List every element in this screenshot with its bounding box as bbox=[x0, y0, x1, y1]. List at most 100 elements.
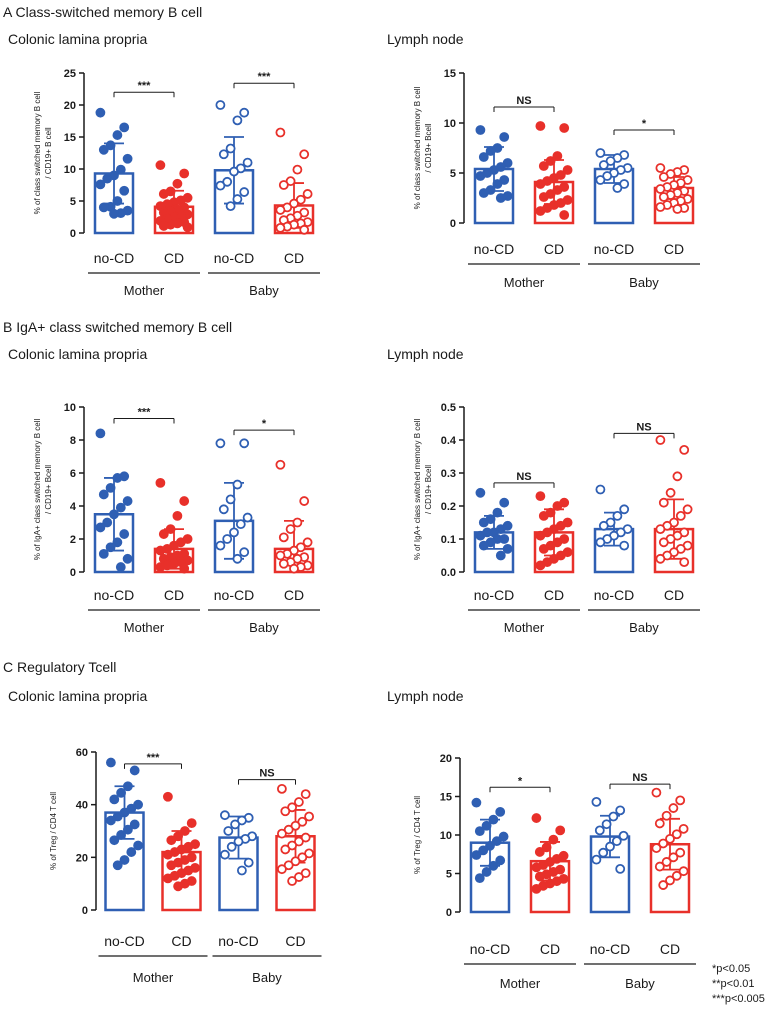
data-point bbox=[302, 189, 313, 199]
data-point bbox=[115, 562, 126, 572]
data-point bbox=[275, 205, 286, 215]
data-point bbox=[179, 496, 190, 506]
data-point bbox=[668, 803, 679, 813]
data-point bbox=[302, 537, 313, 548]
data-point bbox=[278, 180, 289, 190]
data-point bbox=[658, 497, 669, 508]
data-point bbox=[275, 459, 286, 470]
data-point bbox=[235, 519, 246, 530]
y-tick-label: 10 bbox=[64, 164, 76, 176]
data-point bbox=[304, 811, 315, 822]
section-b-title: B IgA+ class switched memory B cell bbox=[3, 319, 232, 335]
data-point bbox=[499, 132, 510, 142]
data-point bbox=[116, 830, 126, 840]
data-point bbox=[475, 125, 486, 135]
y-tick-label: 0.3 bbox=[441, 468, 456, 480]
y-tick-label: 20 bbox=[440, 753, 452, 765]
data-point bbox=[615, 863, 626, 874]
category-label: CD bbox=[284, 587, 304, 603]
data-point bbox=[215, 100, 226, 110]
data-point bbox=[106, 815, 116, 826]
data-point bbox=[222, 534, 233, 544]
data-point bbox=[675, 510, 686, 521]
category-label: CD bbox=[284, 250, 304, 266]
data-point bbox=[594, 825, 605, 836]
category-label: CD bbox=[544, 587, 564, 603]
y-tick-label: 6 bbox=[70, 468, 76, 480]
section-a-name: Class-switched memory B cell bbox=[15, 4, 203, 20]
group-label: Mother bbox=[504, 620, 545, 635]
data-point bbox=[655, 435, 666, 445]
data-point bbox=[548, 834, 559, 845]
data-point bbox=[242, 512, 253, 523]
data-point bbox=[105, 140, 116, 151]
data-point bbox=[595, 175, 606, 185]
data-point bbox=[126, 847, 137, 857]
data-point bbox=[495, 550, 506, 561]
data-point bbox=[475, 171, 486, 181]
data-point bbox=[668, 852, 679, 863]
data-point bbox=[651, 843, 662, 853]
data-point bbox=[481, 820, 492, 831]
data-point bbox=[595, 484, 606, 495]
data-point bbox=[280, 806, 291, 817]
data-point bbox=[275, 550, 286, 561]
data-point bbox=[158, 221, 169, 231]
data-point bbox=[665, 833, 675, 844]
legend-p01: **p<0.01 bbox=[712, 978, 755, 990]
data-point bbox=[531, 862, 542, 873]
chart-a-colon: 0 5 10 15 20 25 % of class switched memory B c… bbox=[33, 68, 320, 298]
data-point bbox=[675, 795, 686, 806]
data-point bbox=[292, 164, 303, 175]
data-point bbox=[133, 840, 144, 851]
data-point bbox=[173, 881, 184, 892]
data-point bbox=[672, 204, 683, 214]
data-point bbox=[239, 547, 250, 558]
data-point bbox=[478, 540, 489, 551]
data-point bbox=[223, 826, 234, 836]
data-point bbox=[471, 797, 482, 808]
data-point bbox=[293, 797, 304, 807]
data-point bbox=[475, 530, 486, 541]
data-point bbox=[112, 130, 123, 140]
significance-label: NS bbox=[636, 421, 651, 433]
data-point bbox=[162, 849, 173, 860]
y-tick-label: 0 bbox=[70, 228, 76, 240]
data-point bbox=[658, 192, 669, 202]
section-a-letter: A bbox=[3, 4, 12, 20]
tissue-title-c-lymph: Lymph node bbox=[387, 688, 464, 704]
category-label: no-CD bbox=[104, 933, 144, 949]
category-label: CD bbox=[660, 941, 680, 957]
significance-label: NS bbox=[259, 768, 274, 780]
category-label: no-CD bbox=[590, 941, 630, 957]
data-point bbox=[109, 208, 119, 219]
data-point bbox=[485, 146, 496, 156]
data-point bbox=[122, 496, 133, 506]
data-point bbox=[651, 787, 662, 798]
data-point bbox=[672, 471, 683, 482]
data-point bbox=[534, 847, 545, 857]
data-point bbox=[119, 122, 130, 133]
category-label: no-CD bbox=[214, 250, 254, 266]
data-point bbox=[605, 841, 615, 852]
data-point bbox=[232, 553, 243, 564]
chart-c-lymph: 0 5 10 15 20 % of Treg / CD4 T cell * NS no-CD CD… bbox=[413, 753, 696, 991]
data-point bbox=[275, 222, 286, 233]
significance-label: NS bbox=[516, 471, 531, 483]
data-point bbox=[232, 115, 243, 126]
data-point bbox=[155, 562, 166, 572]
data-point bbox=[562, 165, 573, 175]
data-point bbox=[545, 156, 556, 166]
data-point bbox=[598, 160, 609, 170]
data-point bbox=[219, 810, 230, 821]
y-axis-label-line: / CD19+ Bcell bbox=[424, 465, 433, 514]
data-point bbox=[498, 831, 509, 842]
data-point bbox=[230, 819, 241, 830]
data-point bbox=[182, 222, 193, 233]
significance-label: *** bbox=[147, 752, 161, 764]
data-point bbox=[109, 794, 120, 805]
chart-a-lymph: 0 5 10 15 % of class switched memory B cell /… bbox=[413, 68, 700, 290]
chart-b-lymph: 0.0 0.1 0.2 0.3 0.4 0.5 % of IgA+ class switch… bbox=[413, 402, 700, 635]
data-point bbox=[98, 548, 109, 559]
data-point bbox=[218, 504, 229, 515]
